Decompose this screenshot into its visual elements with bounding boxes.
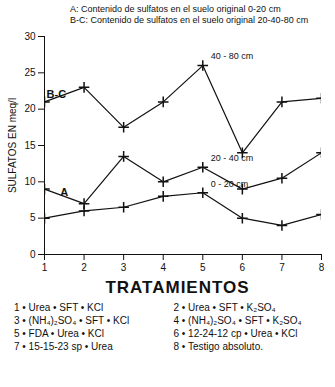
html-text:A: Contenido de sulfatos en el: A: Contenido de sulfatos en el suelo ori… (70, 4, 281, 14)
html-text:TRATAMIENTOS: TRATAMIENTOS (105, 278, 250, 297)
svg-text:40 - 80 cm: 40 - 80 cm (211, 51, 254, 61)
svg-text:30: 30 (24, 31, 36, 42)
svg-text:2: 2 (81, 262, 87, 273)
svg-text:B-C: B-C (47, 88, 67, 100)
svg-text:5: 5 (200, 262, 206, 273)
svg-text:6: 6 (240, 262, 246, 273)
html-text:7 • 15-15-23 sp • Urea: 7 • 15-15-23 sp • Urea (14, 341, 113, 352)
svg-text:20: 20 (24, 103, 36, 114)
svg-text:15: 15 (24, 140, 36, 151)
html-text:1 • Urea • SFT • KCl: 1 • Urea • SFT • KCl (14, 302, 104, 313)
svg-text:7: 7 (279, 262, 285, 273)
svg-text:0: 0 (30, 249, 36, 260)
svg-text:8: 8 (319, 262, 325, 273)
html-text:5 • FDA • Urea • KCl: 5 • FDA • Urea • KCl (14, 328, 104, 339)
svg-text:SULFATOS EN meq/l: SULFATOS EN meq/l (7, 98, 18, 193)
svg-text:4: 4 (160, 262, 166, 273)
svg-text:25: 25 (24, 67, 36, 78)
html-text:2 • Urea • SFT • K₂SO₄: 2 • Urea • SFT • K₂SO₄ (173, 302, 276, 313)
svg-text:20 - 40 cm: 20 - 40 cm (211, 153, 254, 163)
html-text:3 • (NH₄)₂SO₄ • SFT • KCl: 3 • (NH₄)₂SO₄ • SFT • KCl (14, 315, 130, 326)
svg-text:1: 1 (42, 262, 48, 273)
html-text:6 • 12-24-12 cp • Urea • KCl: 6 • 12-24-12 cp • Urea • KCl (173, 328, 298, 339)
html-text:8 • Testigo absoluto.: 8 • Testigo absoluto. (173, 341, 263, 352)
svg-text:5: 5 (30, 212, 36, 223)
svg-text:A: A (60, 186, 68, 198)
svg-text:10: 10 (24, 176, 36, 187)
html-text:B-C: Contenido de sulfatos en: B-C: Contenido de sulfatos en el suelo o… (70, 15, 309, 25)
html-text:4 • (NH₄)₂SO₄ • SFT • K₂SO₄: 4 • (NH₄)₂SO₄ • SFT • K₂SO₄ (173, 315, 302, 326)
svg-text:3: 3 (121, 262, 127, 273)
svg-text:0 - 20 cm: 0 - 20 cm (211, 179, 249, 189)
